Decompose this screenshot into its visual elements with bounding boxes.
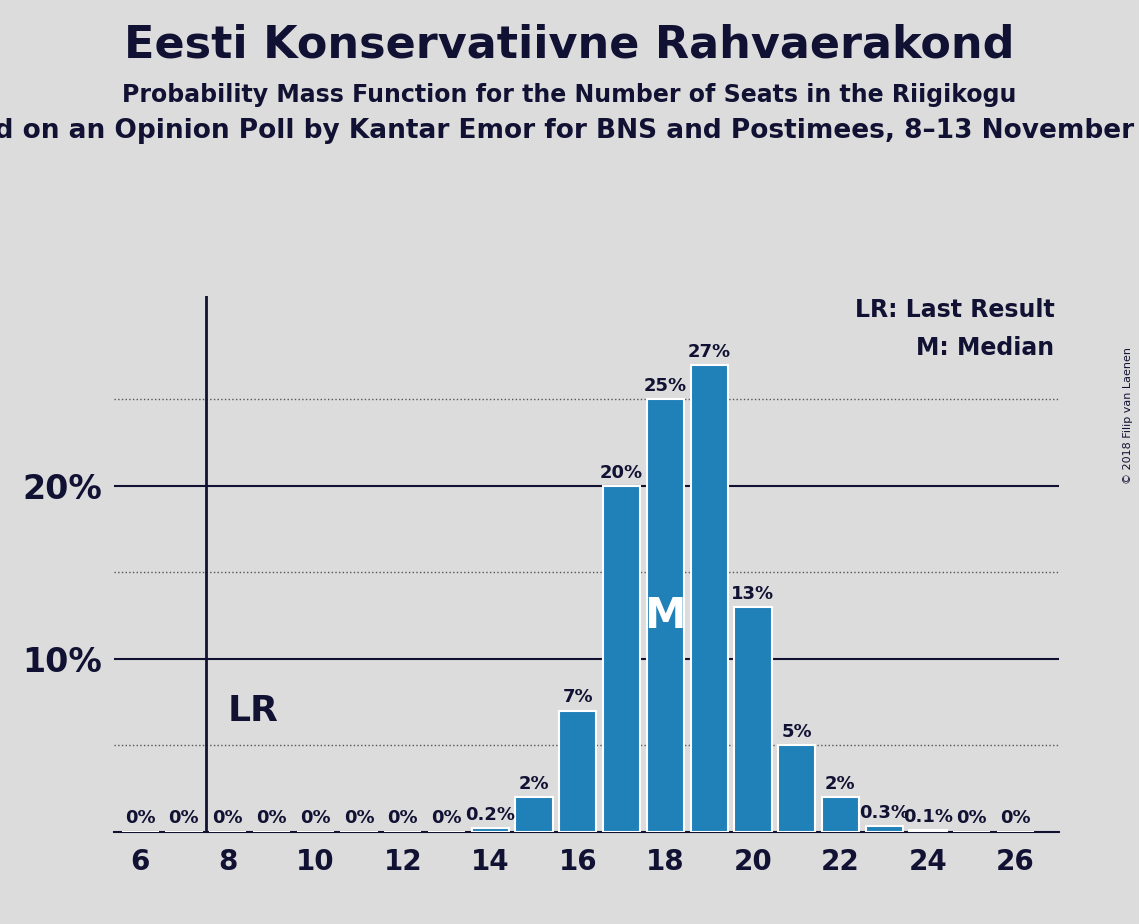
Text: 0%: 0%: [256, 809, 287, 827]
Bar: [909, 830, 947, 832]
Text: 0%: 0%: [212, 809, 243, 827]
Text: 2%: 2%: [518, 774, 549, 793]
Text: 7%: 7%: [563, 688, 593, 706]
Text: M: Median: M: Median: [917, 336, 1055, 359]
Text: 5%: 5%: [781, 723, 812, 741]
Bar: [822, 797, 859, 832]
Bar: [647, 399, 683, 832]
Text: 0%: 0%: [125, 809, 155, 827]
Text: 0%: 0%: [1000, 809, 1031, 827]
Text: Probability Mass Function for the Number of Seats in the Riigikogu: Probability Mass Function for the Number…: [122, 83, 1017, 107]
Text: 0.3%: 0.3%: [859, 804, 909, 822]
Bar: [472, 828, 509, 832]
Text: LR: Last Result: LR: Last Result: [854, 298, 1055, 322]
Bar: [603, 486, 640, 832]
Text: LR: LR: [228, 694, 279, 727]
Text: © 2018 Filip van Laenen: © 2018 Filip van Laenen: [1123, 347, 1133, 484]
Bar: [516, 797, 552, 832]
Text: 13%: 13%: [731, 585, 775, 602]
Text: 0%: 0%: [169, 809, 199, 827]
Text: 0%: 0%: [300, 809, 330, 827]
Text: 0.2%: 0.2%: [466, 806, 515, 824]
Text: M: M: [645, 594, 686, 637]
Text: Based on an Opinion Poll by Kantar Emor for BNS and Postimees, 8–13 November 201: Based on an Opinion Poll by Kantar Emor …: [0, 118, 1139, 144]
Text: 2%: 2%: [825, 774, 855, 793]
Bar: [866, 826, 903, 832]
Bar: [735, 607, 771, 832]
Bar: [778, 745, 816, 832]
Bar: [559, 711, 597, 832]
Bar: [690, 365, 728, 832]
Text: 25%: 25%: [644, 377, 687, 395]
Text: 27%: 27%: [688, 343, 731, 360]
Text: Eesti Konservatiivne Rahvaerakond: Eesti Konservatiivne Rahvaerakond: [124, 23, 1015, 67]
Text: 0.1%: 0.1%: [903, 808, 953, 825]
Text: 20%: 20%: [600, 464, 644, 481]
Text: 0%: 0%: [432, 809, 461, 827]
Text: 0%: 0%: [957, 809, 988, 827]
Text: 0%: 0%: [387, 809, 418, 827]
Text: 0%: 0%: [344, 809, 375, 827]
